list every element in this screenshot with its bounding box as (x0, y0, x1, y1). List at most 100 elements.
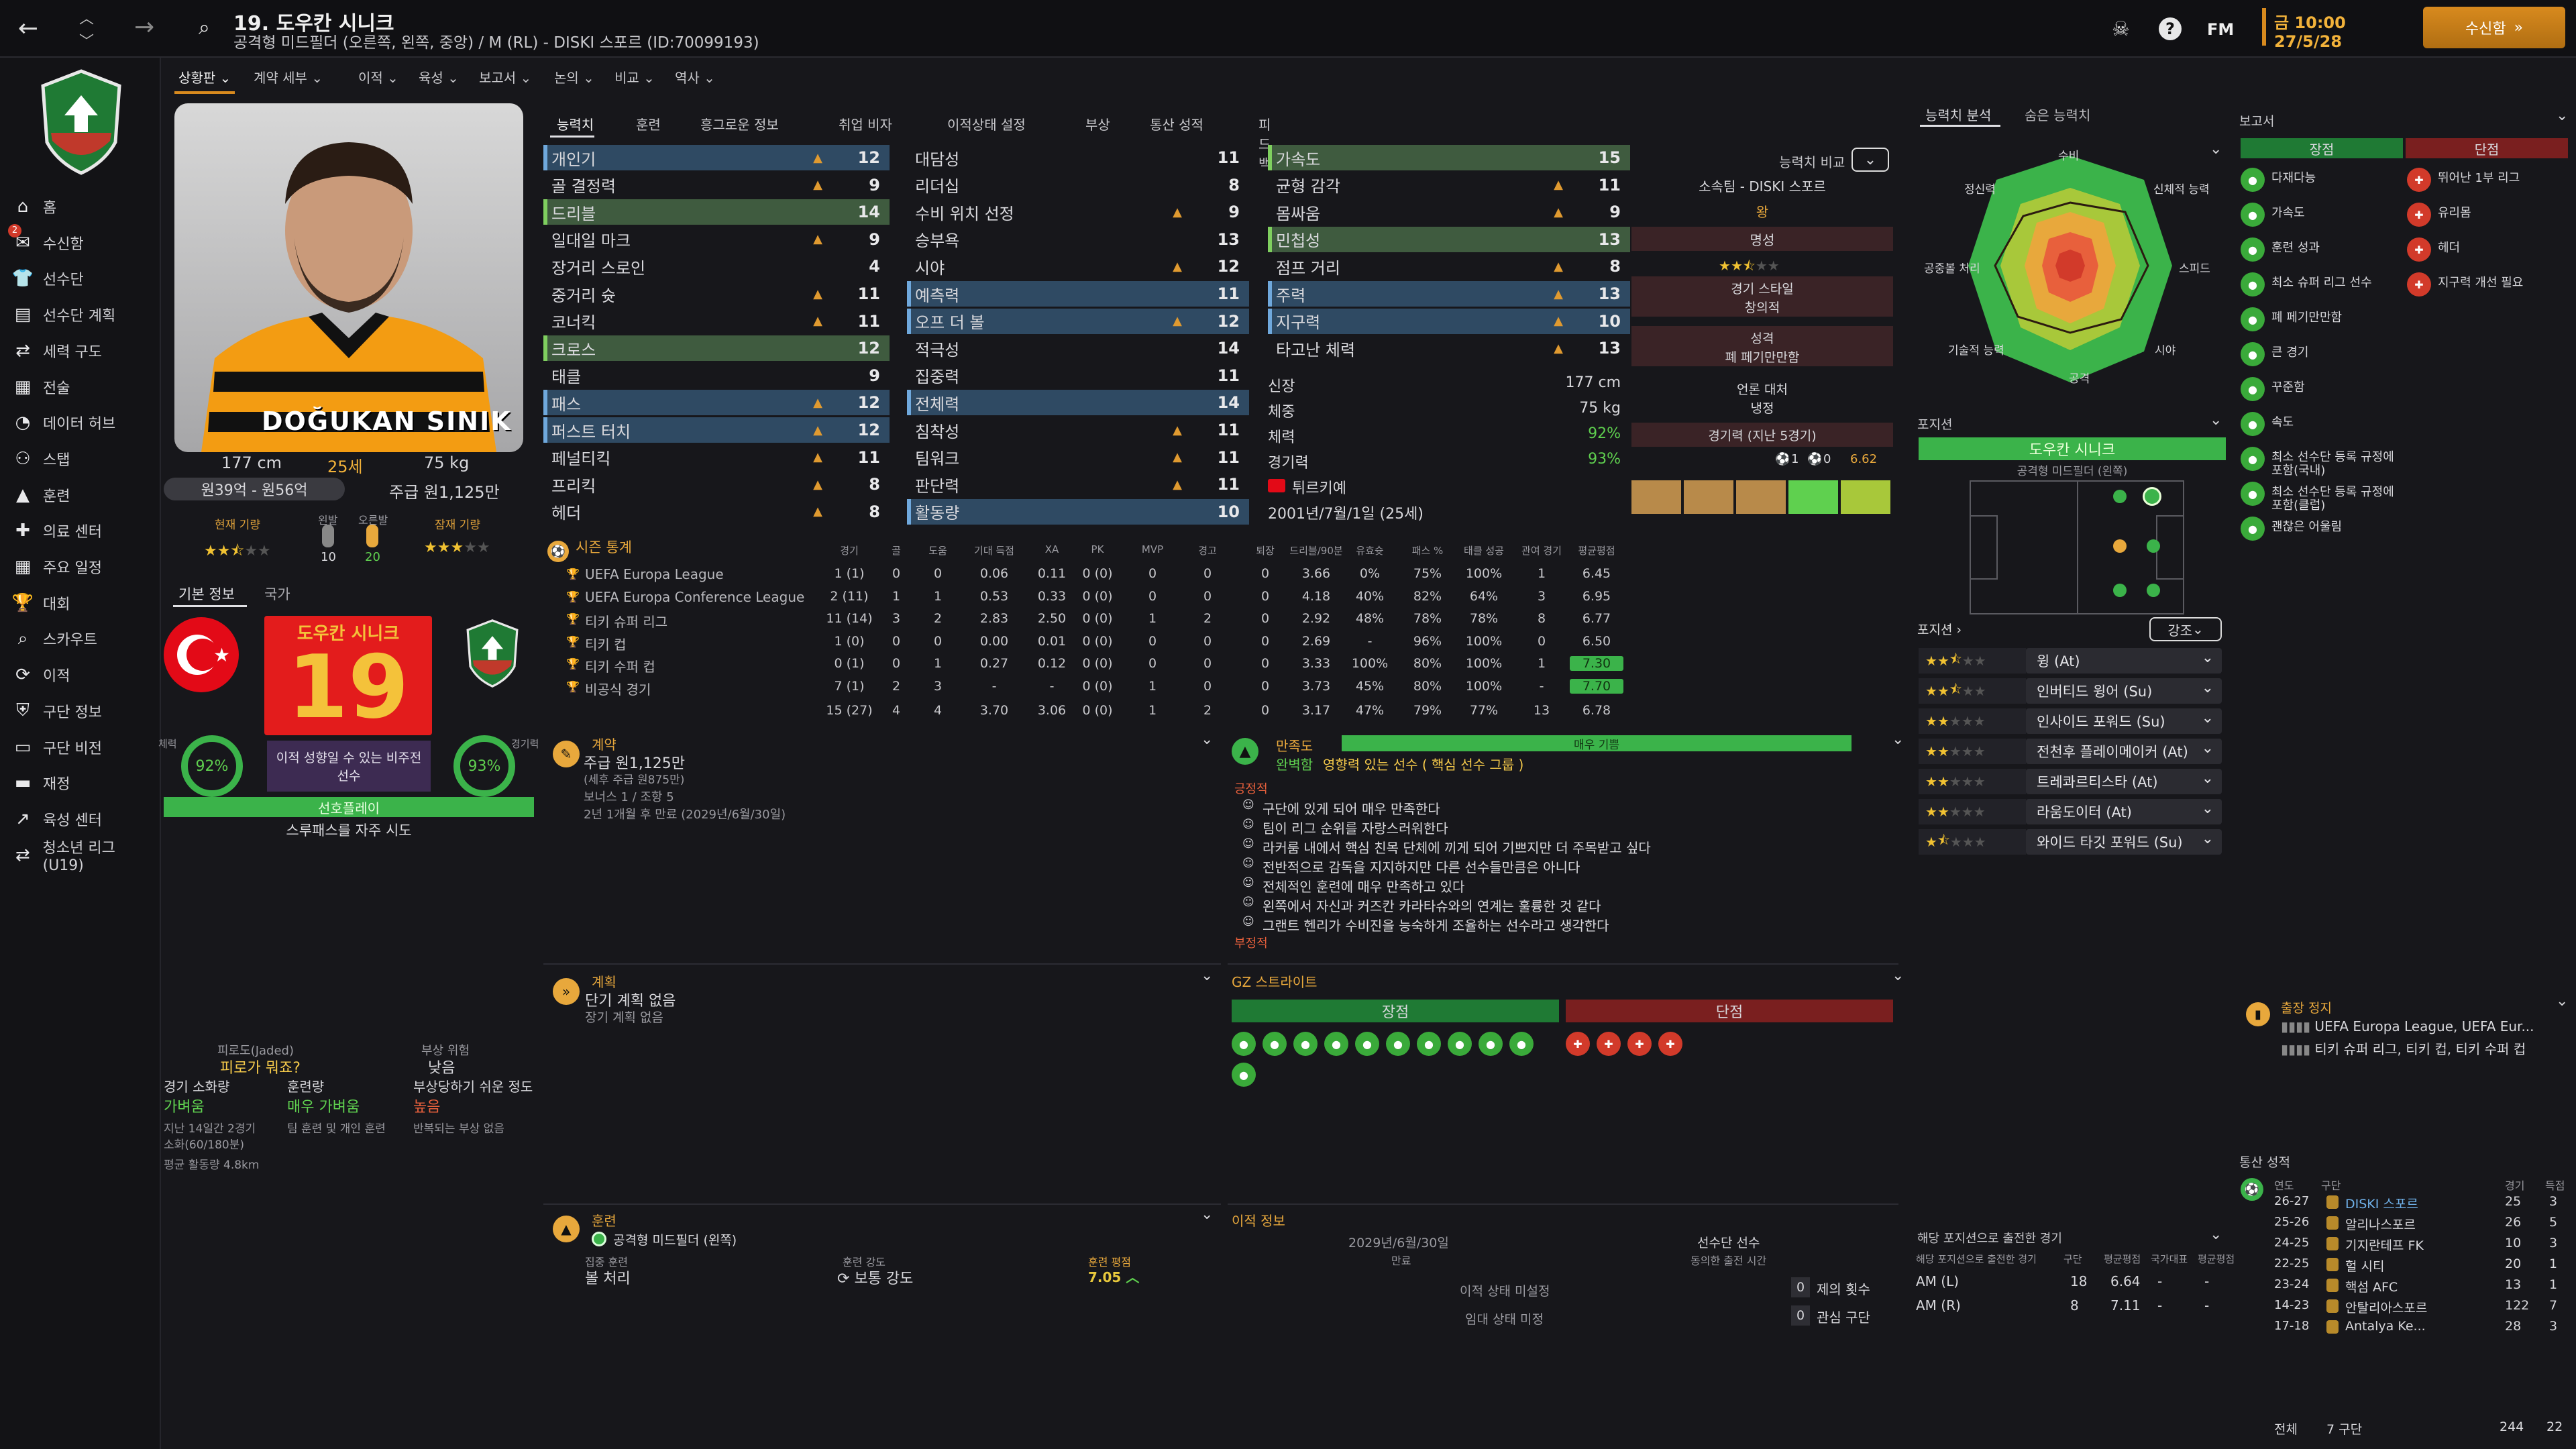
sidebar-item-medical[interactable]: ✚ 의료 센터 (12, 513, 102, 548)
role-dropdown[interactable]: 인사이드 포워드 (Su) ⌄ (2026, 708, 2222, 734)
contract-expand-icon[interactable]: ⌄ (1201, 731, 1214, 748)
help-icon[interactable]: ? (2159, 17, 2182, 40)
position-stats-expand-icon[interactable]: ⌄ (2210, 1226, 2222, 1243)
fm-logo[interactable]: FM (2207, 20, 2235, 39)
attr-tab-1[interactable]: 훈련 (636, 117, 661, 133)
satisfaction-expand-icon[interactable]: ⌄ (1892, 731, 1904, 748)
sidebar-item-data[interactable]: ◔ 데이터 허브 (12, 405, 116, 440)
sidebar-item-club-info[interactable]: ⛨ 구단 정보 (12, 694, 102, 729)
pos-dot-mr[interactable] (2147, 584, 2160, 597)
suspension-expand-icon[interactable]: ⌄ (2556, 993, 2569, 1010)
sub-nav-4[interactable]: 보고서 ⌄ (479, 70, 532, 86)
role-dropdown[interactable]: 인버티드 윙어 (Su) ⌄ (2026, 678, 2222, 704)
attr-tab-0[interactable]: 능력치 (557, 117, 594, 133)
search-icon[interactable]: ⌕ (199, 16, 210, 40)
attr-tab-7[interactable]: 피드백 (1258, 117, 1271, 172)
transfer-squad-note: 동의한 출전 시간 (1690, 1254, 1767, 1267)
stats-cell: 0% (1359, 566, 1381, 581)
attr-tab-3[interactable]: 취업 비자 (839, 117, 892, 133)
up-arrow-button[interactable]: ︿ (79, 11, 95, 28)
sub-nav-6[interactable]: 비교 ⌄ (614, 70, 655, 86)
sidebar-item-calendar[interactable]: ▦ 주요 일정 (12, 549, 102, 584)
sub-nav-2[interactable]: 이적 ⌄ (358, 70, 398, 86)
plans-title[interactable]: 계획 (592, 974, 616, 990)
sub-nav-3[interactable]: 육성 ⌄ (419, 70, 459, 86)
attribute-row: 예측력 11 (907, 281, 1249, 307)
training-intensity: ⟳ 보통 강도 (837, 1267, 913, 1288)
sidebar-item-youth[interactable]: ⇄ 청소년 리그 (U19) (12, 838, 160, 874)
career-icon: ⚽ (2241, 1178, 2263, 1201)
forward-button[interactable]: → (134, 13, 155, 41)
sidebar-item-scouting[interactable]: ⌕ 스카우트 (12, 621, 97, 656)
pos-dot-ml[interactable] (2113, 584, 2127, 597)
stats-header: 패스 % (1411, 545, 1444, 557)
pos-dot-amr[interactable] (2147, 539, 2160, 553)
rating-up-icon: ︿ (1121, 1269, 1140, 1285)
attr-tab-6[interactable]: 통산 성적 (1150, 117, 1203, 133)
attribute-row: 가속도 15 (1268, 145, 1630, 170)
sidebar-item-shirt[interactable]: 👕 선수단 (12, 261, 84, 296)
sub-nav-0[interactable]: 상황판 ⌄ (178, 70, 231, 86)
attr-tab-2[interactable]: 흥그로운 정보 (700, 117, 779, 133)
sidebar-item-finance[interactable]: ▬ 재정 (12, 765, 70, 800)
sidebar-item-inbox[interactable]: ✉ 수신함 2 (8, 223, 84, 260)
report-pro-label: 최소 슈퍼 리그 선수 (2271, 276, 2372, 290)
season-stats-title[interactable]: 시즌 통계 (576, 539, 632, 555)
attr-tab-4[interactable]: 이적상태 설정 (947, 117, 1026, 133)
sidebar-item-home[interactable]: ⌂ 홈 (12, 189, 57, 224)
scout-title[interactable]: GZ 스트라이트 (1232, 974, 1318, 990)
plans-expand-icon[interactable]: ⌄ (1201, 967, 1214, 984)
sidebar-item-tactics[interactable]: ▦ 전술 (12, 370, 70, 405)
tab-hidden-attributes[interactable]: 숨은 능력치 (2025, 107, 2091, 123)
career-club[interactable]: DISKI 스포르 (2345, 1197, 2418, 1212)
sub-nav-7[interactable]: 역사 ⌄ (675, 70, 715, 86)
compare-dropdown[interactable]: ⌄ (1851, 148, 1889, 172)
attr-tab-5[interactable]: 부상 (1085, 117, 1110, 133)
position-expand-icon[interactable]: ⌄ (2210, 412, 2222, 429)
analysis-expand-icon[interactable]: ⌄ (2210, 141, 2222, 158)
sub-nav-5[interactable]: 논의 ⌄ (554, 70, 594, 86)
star-icon: ★ (1962, 834, 1974, 850)
sidebar-item-training[interactable]: ▲ 훈련 (12, 478, 70, 513)
pos-dot-aml[interactable] (2113, 490, 2127, 503)
role-dropdown[interactable]: 와이드 타깃 포워드 (Su) ⌄ (2026, 829, 2222, 855)
roles-title[interactable]: 포지션 › (1917, 623, 1962, 637)
satisfaction-title[interactable]: 만족도 (1276, 738, 1313, 754)
sidebar-item-transfers[interactable]: ⟳ 이적 (12, 657, 70, 692)
continue-button[interactable]: 수신함 » (2423, 7, 2565, 48)
tab-attribute-analysis[interactable]: 능력치 분석 (1925, 107, 1992, 123)
sidebar-item-club-vision[interactable]: ▭ 구단 비전 (12, 730, 102, 765)
tab-basic-info[interactable]: 기본 정보 (178, 586, 235, 602)
report-expand-icon[interactable]: ⌄ (2556, 107, 2569, 124)
role-dropdown[interactable]: 트레콰르티스타 (At) ⌄ (2026, 769, 2222, 794)
training-title[interactable]: 훈련 (592, 1213, 616, 1229)
pos-dot-amc[interactable] (2113, 539, 2127, 553)
sidebar-item-development[interactable]: ↗ 육성 센터 (12, 802, 102, 837)
pos-dot-st[interactable] (2143, 487, 2161, 506)
attribute-value: 10 (1217, 502, 1240, 521)
scouting-icon: ⌕ (17, 628, 28, 649)
offers-count-badge: 0 (1791, 1277, 1810, 1297)
sidebar-item-trophy[interactable]: 🏆 대회 (12, 586, 70, 621)
scout-expand-icon[interactable]: ⌄ (1892, 967, 1904, 984)
sidebar-item-dynamics[interactable]: ⇄ 세력 구도 (12, 333, 102, 368)
skull-icon[interactable]: ☠ (2112, 17, 2130, 41)
stats-total-cell: 1 (1148, 703, 1157, 718)
sidebar-item-clipboard[interactable]: ▤ 선수단 계획 (12, 297, 116, 332)
role-dropdown[interactable]: 전천후 플레이메이커 (At) ⌄ (2026, 739, 2222, 764)
down-arrow-button[interactable]: ﹀ (79, 34, 95, 50)
role-dropdown[interactable]: 라움도이터 (At) ⌄ (2026, 799, 2222, 824)
sub-nav-1[interactable]: 계약 세부 ⌄ (254, 70, 323, 86)
highlight-button[interactable]: 강조 ⌄ (2149, 617, 2222, 641)
training-expand-icon[interactable]: ⌄ (1201, 1206, 1214, 1223)
tab-nation[interactable]: 국가 (264, 586, 290, 602)
role-dropdown[interactable]: 윙 (At) ⌄ (2026, 648, 2222, 674)
transfer-title[interactable]: 이적 정보 (1232, 1213, 1285, 1229)
back-button[interactable]: ← (17, 14, 39, 42)
sidebar-item-staff[interactable]: ⚇ 스탭 (12, 441, 70, 476)
contract-title[interactable]: 계약 (592, 737, 616, 753)
attribute-row: 헤더 ▲ 8 (543, 499, 890, 525)
fitness-ring-value: 92% (195, 757, 229, 775)
attribute-row: 승부욕 13 (907, 227, 1249, 252)
attribute-highlight-marker (907, 308, 911, 334)
